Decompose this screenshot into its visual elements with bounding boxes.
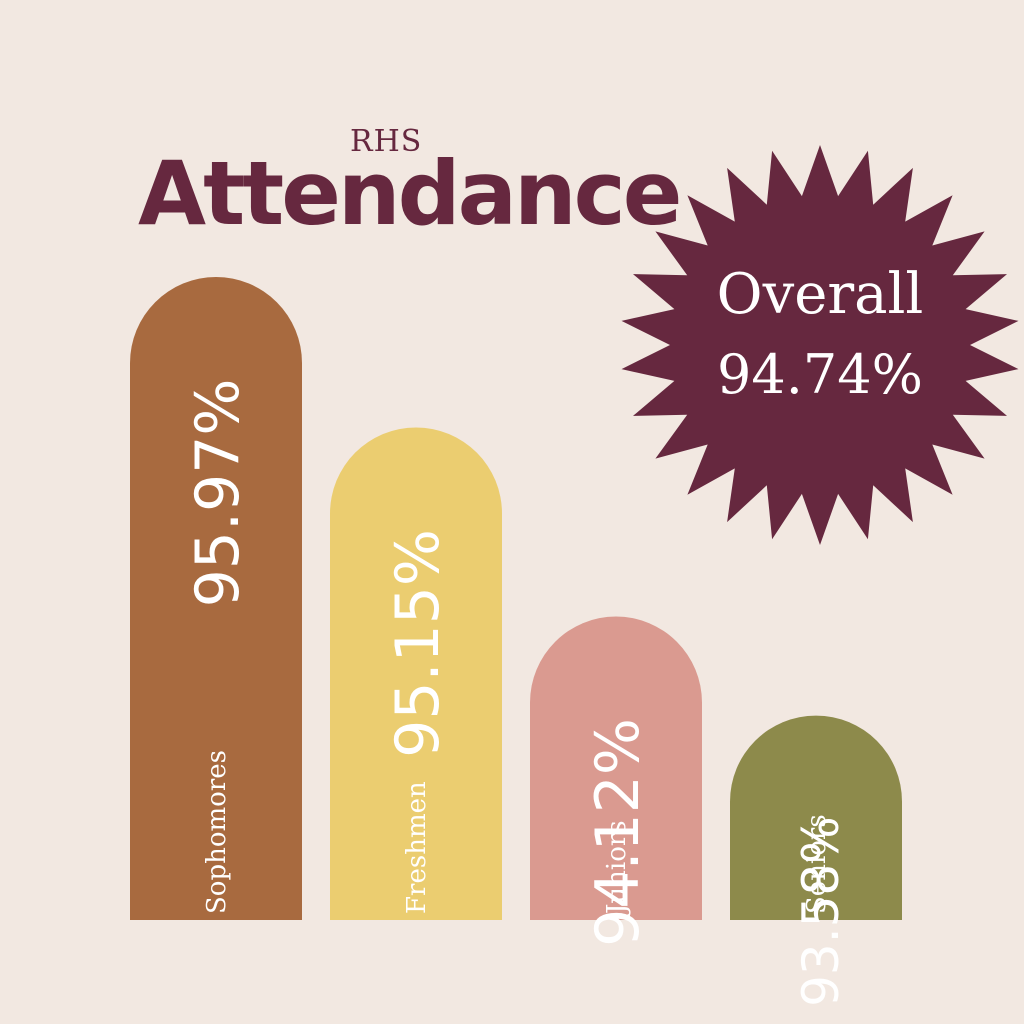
bar-category-label: Freshmen xyxy=(402,781,432,914)
overall-value: 94.74% xyxy=(717,343,923,406)
bar-seniors: 93.58%Seniors xyxy=(730,715,902,1007)
bar-value-label: 94.12% xyxy=(583,718,653,947)
overall-label: Overall xyxy=(717,262,924,327)
bar-sophomores: 95.97% Sophomores xyxy=(130,277,302,920)
bar-category-label: Seniors xyxy=(802,814,832,914)
bar-value-label: 95.97% xyxy=(183,379,253,608)
bar-shape xyxy=(730,715,902,920)
bar-shape xyxy=(530,616,702,920)
bar-juniors: 94.12%Juniors xyxy=(530,616,702,947)
bar-shape xyxy=(330,427,502,920)
bar-shape xyxy=(130,277,302,920)
chart-subtitle: RHS xyxy=(350,124,423,159)
bar-freshmen: 95.15% Freshmen xyxy=(330,427,502,920)
bar-value-label: 95.15% xyxy=(383,529,453,758)
bar-value-label: 93.58% xyxy=(792,816,850,1007)
chart-title: Attendance xyxy=(138,142,682,245)
bar-category-label: Juniors xyxy=(602,820,632,917)
overall-badge: Overall 94.74% xyxy=(621,145,1019,545)
overall-starburst xyxy=(621,145,1019,545)
bar-category-label: Sophomores xyxy=(202,750,232,914)
bars-layer: 95.97% Sophomores 95.15% Freshmen 94.12%Juni… xyxy=(130,277,902,1007)
